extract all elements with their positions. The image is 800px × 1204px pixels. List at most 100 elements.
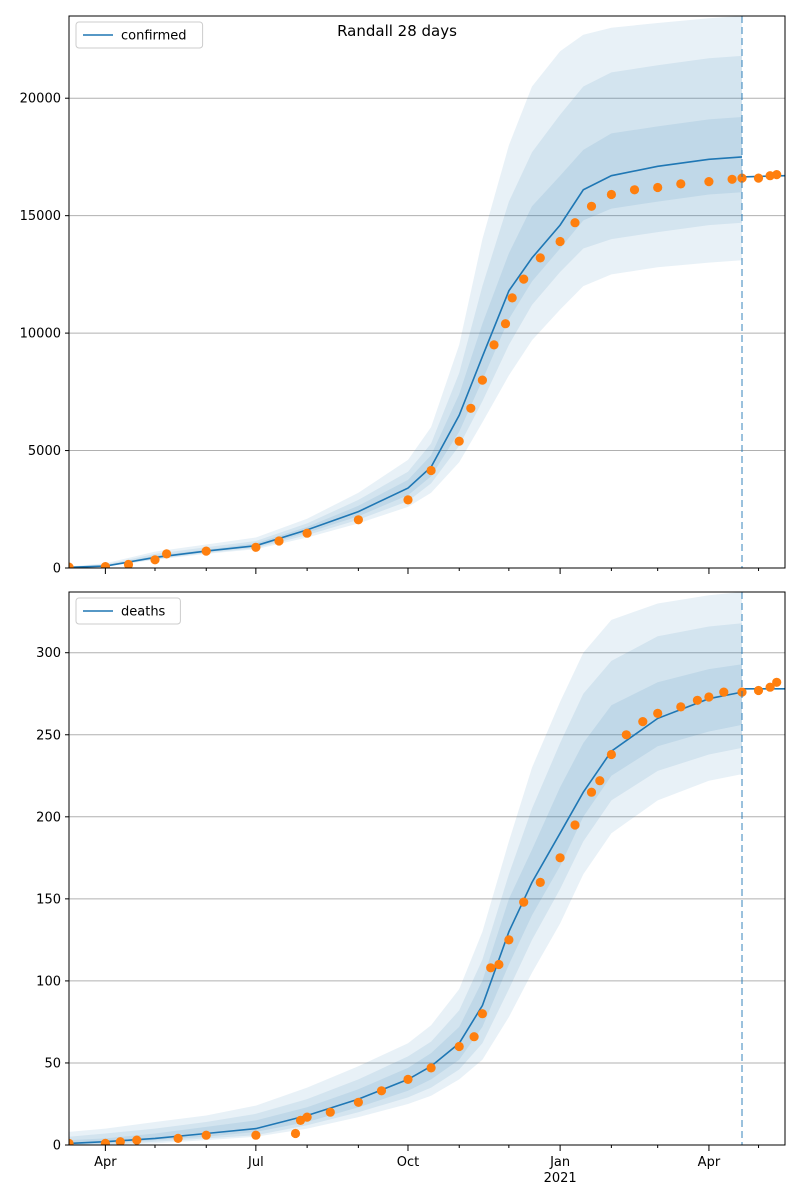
- y-tick-label: 20000: [20, 92, 61, 107]
- observed-point: [606, 749, 617, 760]
- observed-point: [353, 1097, 363, 1107]
- observed-point: [753, 685, 764, 696]
- uncertainty-band-1: [69, 16, 742, 568]
- uncertainty-band-1: [69, 592, 742, 1145]
- observed-point: [454, 436, 464, 446]
- observed-point: [100, 1138, 110, 1145]
- observed-point: [376, 1086, 387, 1096]
- observed-point: [606, 189, 617, 200]
- observed-point: [535, 877, 545, 888]
- legend: confirmed: [75, 21, 204, 49]
- y-tick-label: 150: [36, 892, 61, 907]
- observed-point: [653, 182, 663, 193]
- observed-point: [704, 692, 714, 702]
- observed-point: [302, 1112, 312, 1122]
- x-tick-label: Apr: [698, 1155, 721, 1170]
- observed-point: [494, 959, 504, 970]
- observed-point: [426, 1063, 436, 1073]
- y-tick-label: 0: [53, 1139, 61, 1154]
- chart-title: Randall 28 days: [337, 22, 457, 40]
- uncertainty-band-2: [69, 623, 742, 1145]
- uncertainty-band-3: [69, 117, 742, 568]
- observed-point: [653, 708, 663, 719]
- observed-point: [704, 177, 714, 187]
- observed-point: [504, 935, 514, 945]
- observed-point: [251, 542, 261, 552]
- observed-point: [69, 1138, 74, 1145]
- observed-point: [403, 495, 413, 505]
- x-tick-label: Jul: [247, 1155, 264, 1170]
- observed-point: [115, 1137, 125, 1145]
- observed-point: [454, 1041, 464, 1052]
- observed-point: [251, 1130, 261, 1140]
- observed-point: [500, 319, 511, 329]
- y-tick-label: 250: [36, 728, 61, 743]
- observed-point: [519, 274, 529, 284]
- observed-point: [692, 695, 703, 705]
- legend-label: deaths: [121, 605, 166, 620]
- observed-point: [173, 1133, 183, 1143]
- observed-point: [477, 1009, 487, 1019]
- y-tick-label: 0: [53, 562, 61, 577]
- observed-point: [586, 201, 597, 211]
- observed-point: [765, 682, 775, 692]
- observed-point: [201, 546, 211, 556]
- x-tick-label: Apr: [94, 1155, 117, 1170]
- observed-point: [737, 173, 747, 183]
- observed-point: [570, 218, 580, 228]
- observed-point: [595, 776, 605, 786]
- observed-point: [325, 1107, 335, 1117]
- observed-point: [486, 963, 496, 973]
- observed-point: [727, 174, 737, 184]
- observed-point: [201, 1130, 211, 1140]
- observed-point: [290, 1128, 301, 1139]
- observed-point: [621, 730, 631, 740]
- observed-point: [535, 253, 545, 263]
- uncertainty-band-2: [69, 55, 742, 568]
- legend-label: confirmed: [121, 29, 187, 44]
- observed-point: [676, 179, 686, 189]
- observed-point: [772, 677, 782, 687]
- observed-point: [150, 555, 160, 565]
- observed-point: [489, 340, 499, 350]
- y-tick-label: 50: [44, 1056, 61, 1071]
- observed-point: [466, 403, 476, 413]
- observed-point: [629, 185, 640, 195]
- observed-point: [69, 562, 74, 568]
- y-tick-label: 100: [36, 974, 61, 989]
- observed-point: [586, 787, 597, 797]
- plot-frame: [68, 591, 786, 1146]
- observed-point: [274, 536, 284, 546]
- plot-frame: [68, 15, 786, 569]
- legend: deaths: [75, 597, 181, 625]
- x-tick-label: Jan: [549, 1155, 570, 1170]
- observed-point: [302, 528, 312, 538]
- observed-point: [403, 1074, 413, 1084]
- observed-point: [555, 853, 565, 863]
- y-tick-label: 200: [36, 810, 61, 825]
- legend-box: [75, 597, 181, 625]
- observed-point: [570, 820, 580, 830]
- x-tick-label: Oct: [397, 1155, 419, 1170]
- plot-area: [69, 592, 785, 1145]
- observed-point: [100, 562, 110, 568]
- x-tick-year-label: 2021: [544, 1171, 577, 1186]
- observed-point: [772, 170, 782, 180]
- observed-point: [753, 173, 764, 183]
- legend-box: [75, 21, 204, 49]
- observed-point: [132, 1135, 142, 1145]
- y-tick-label: 300: [36, 646, 61, 661]
- observed-point: [719, 687, 729, 697]
- observed-point: [676, 702, 686, 712]
- observed-point: [507, 293, 517, 303]
- confirmed-panel: 0 5000 10000 15000 20000 confirmed: [20, 15, 786, 577]
- plot-area: [69, 16, 785, 568]
- observed-point: [469, 1032, 479, 1042]
- y-tick-label: 5000: [28, 444, 61, 459]
- uncertainty-band-3: [69, 664, 742, 1145]
- observed-point: [638, 717, 648, 727]
- observed-point: [353, 515, 363, 525]
